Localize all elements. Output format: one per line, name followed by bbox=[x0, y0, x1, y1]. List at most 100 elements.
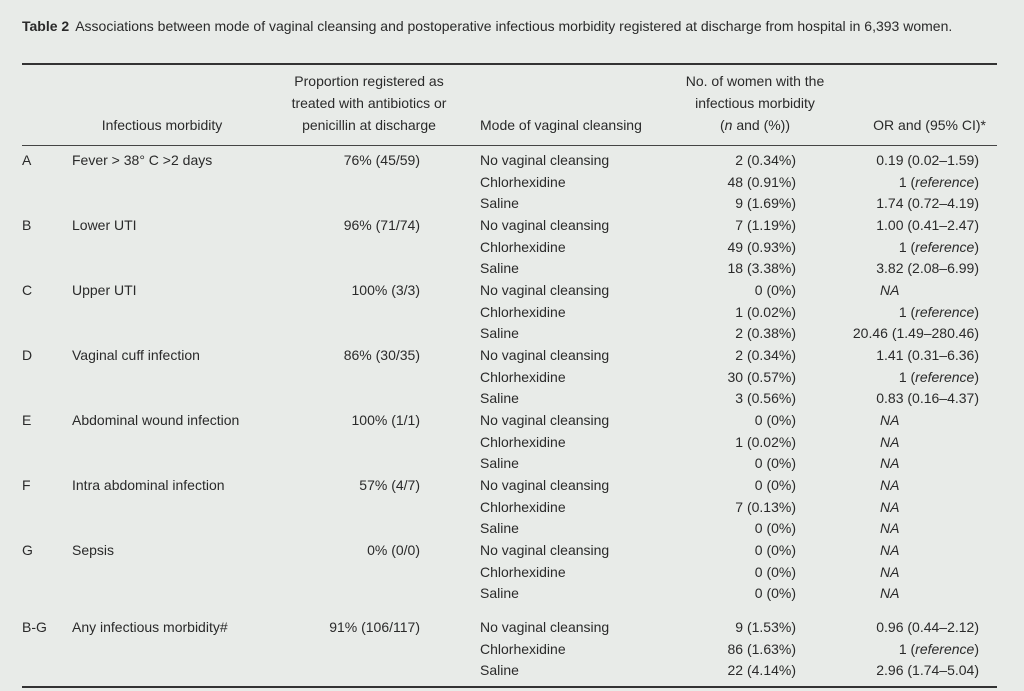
proportion-value: 0% (0/0) bbox=[367, 542, 420, 558]
header-proportion: Proportion registered as treated with an… bbox=[291, 73, 447, 133]
cleansing-mode: No vaginal cleansing bbox=[480, 412, 610, 428]
morbidity-name: Fever > 38° C >2 days bbox=[72, 152, 213, 168]
women-count: 0 (0%) bbox=[754, 520, 796, 536]
cleansing-mode: Chlorhexidine bbox=[480, 640, 566, 657]
women-count: 7 (0.13%) bbox=[735, 498, 796, 515]
header-mode: Mode of vaginal cleansing bbox=[480, 117, 642, 133]
odds-ratio: 1.00 (0.41–2.47) bbox=[876, 217, 979, 233]
cleansing-mode: No vaginal cleansing bbox=[480, 619, 610, 635]
morbidity-name: Lower UTI bbox=[72, 217, 137, 233]
women-count: 0 (0%) bbox=[754, 542, 796, 558]
cleansing-mode: Chlorhexidine bbox=[480, 563, 566, 580]
header-rule bbox=[22, 145, 997, 146]
women-count: 0 (0%) bbox=[754, 585, 796, 601]
morbidity-name: Sepsis bbox=[72, 542, 115, 558]
cleansing-mode: No vaginal cleansing bbox=[480, 347, 610, 363]
row-letter: F bbox=[22, 477, 31, 493]
proportion-value: 100% (1/1) bbox=[351, 412, 420, 428]
odds-ratio: 1 (reference) bbox=[898, 640, 979, 657]
morbidity-name: Vaginal cuff infection bbox=[72, 347, 200, 363]
cleansing-mode: Chlorhexidine bbox=[480, 238, 566, 255]
header-or: OR and (95% CI)* bbox=[873, 117, 986, 133]
odds-ratio: 0.19 (0.02–1.59) bbox=[876, 152, 979, 168]
cleansing-mode: Saline bbox=[480, 662, 519, 678]
cleansing-mode: Chlorhexidine bbox=[480, 433, 566, 450]
cleansing-mode: No vaginal cleansing bbox=[480, 477, 610, 493]
women-count: 49 (0.93%) bbox=[727, 238, 796, 255]
women-count: 7 (1.19%) bbox=[735, 217, 796, 233]
morbidity-name: Intra abdominal infection bbox=[72, 477, 225, 493]
women-count: 0 (0%) bbox=[754, 455, 796, 471]
women-count: 22 (4.14%) bbox=[727, 662, 796, 678]
cleansing-mode: No vaginal cleansing bbox=[480, 282, 610, 298]
women-count: 0 (0%) bbox=[754, 282, 796, 298]
row-letter: E bbox=[22, 412, 32, 428]
proportion-value: 76% (45/59) bbox=[343, 152, 420, 168]
odds-ratio: 20.46 (1.49–280.46) bbox=[852, 325, 979, 341]
women-count: 3 (0.56%) bbox=[735, 390, 796, 406]
odds-ratio: 1 (reference) bbox=[898, 238, 979, 255]
cleansing-mode: Saline bbox=[480, 585, 519, 601]
women-count: 1 (0.02%) bbox=[735, 433, 796, 450]
top-rule bbox=[22, 63, 997, 65]
odds-ratio: NA bbox=[880, 520, 900, 536]
women-count: 9 (1.69%) bbox=[735, 195, 796, 211]
women-count: 2 (0.34%) bbox=[735, 152, 796, 168]
proportion-value: 100% (3/3) bbox=[351, 282, 420, 298]
cleansing-mode: Saline bbox=[480, 260, 519, 276]
row-letter: C bbox=[22, 282, 33, 298]
odds-ratio: NA bbox=[880, 498, 900, 515]
odds-ratio: 1 (reference) bbox=[898, 303, 979, 320]
row-letter: D bbox=[22, 347, 33, 363]
morbidity-name: Upper UTI bbox=[72, 282, 137, 298]
cleansing-mode: Saline bbox=[480, 520, 519, 536]
women-count: 86 (1.63%) bbox=[727, 640, 796, 657]
odds-ratio: 0.83 (0.16–4.37) bbox=[876, 390, 979, 406]
header-women-unit: (n and (%)) bbox=[719, 117, 791, 133]
cleansing-mode: Saline bbox=[480, 195, 519, 211]
cleansing-mode: Saline bbox=[480, 325, 519, 341]
odds-ratio: NA bbox=[880, 477, 900, 493]
women-count: 48 (0.91%) bbox=[727, 173, 796, 190]
women-count: 2 (0.34%) bbox=[735, 347, 796, 363]
odds-ratio: NA bbox=[880, 433, 900, 450]
odds-ratio: NA bbox=[880, 563, 900, 580]
cleansing-mode: No vaginal cleansing bbox=[480, 217, 610, 233]
table-label: Table 2 bbox=[22, 18, 70, 34]
row-letter: B-G bbox=[22, 619, 47, 635]
header-women: No. of women with the infectious morbidi… bbox=[660, 70, 850, 136]
odds-ratio: NA bbox=[880, 282, 900, 298]
table-caption: Table 2 Associations between mode of vagi… bbox=[22, 14, 1007, 38]
odds-ratio: 1 (reference) bbox=[898, 368, 979, 385]
women-count: 1 (0.02%) bbox=[735, 303, 796, 320]
cleansing-mode: No vaginal cleansing bbox=[480, 542, 610, 558]
odds-ratio: NA bbox=[880, 585, 900, 601]
cleansing-mode: Chlorhexidine bbox=[480, 303, 566, 320]
cleansing-mode: Chlorhexidine bbox=[480, 173, 566, 190]
women-count: 0 (0%) bbox=[754, 412, 796, 428]
header-morbidity: Infectious morbidity bbox=[101, 117, 223, 133]
women-count: 0 (0%) bbox=[754, 477, 796, 493]
women-count: 30 (0.57%) bbox=[727, 368, 796, 385]
cleansing-mode: Saline bbox=[480, 455, 519, 471]
odds-ratio: 1.74 (0.72–4.19) bbox=[876, 195, 979, 211]
odds-ratio: NA bbox=[880, 455, 900, 471]
odds-ratio: 2.96 (1.74–5.04) bbox=[876, 662, 979, 678]
bottom-rule bbox=[22, 686, 997, 688]
morbidity-name: Abdominal wound infection bbox=[72, 412, 240, 428]
cleansing-mode: Saline bbox=[480, 390, 519, 406]
odds-ratio: NA bbox=[880, 542, 900, 558]
row-letter: G bbox=[22, 542, 33, 558]
proportion-value: 86% (30/35) bbox=[343, 347, 420, 363]
women-count: 0 (0%) bbox=[754, 563, 796, 580]
women-count: 2 (0.38%) bbox=[735, 325, 796, 341]
odds-ratio: 1.41 (0.31–6.36) bbox=[876, 347, 979, 363]
caption-text: Associations between mode of vaginal cle… bbox=[75, 18, 953, 34]
proportion-value: 91% (106/117) bbox=[329, 619, 420, 635]
odds-ratio: 0.96 (0.44–2.12) bbox=[876, 619, 979, 635]
cleansing-mode: Chlorhexidine bbox=[480, 498, 566, 515]
odds-ratio: 3.82 (2.08–6.99) bbox=[876, 260, 979, 276]
row-letter: A bbox=[22, 152, 32, 168]
women-count: 18 (3.38%) bbox=[727, 260, 796, 276]
morbidity-name: Any infectious morbidity# bbox=[72, 619, 228, 635]
